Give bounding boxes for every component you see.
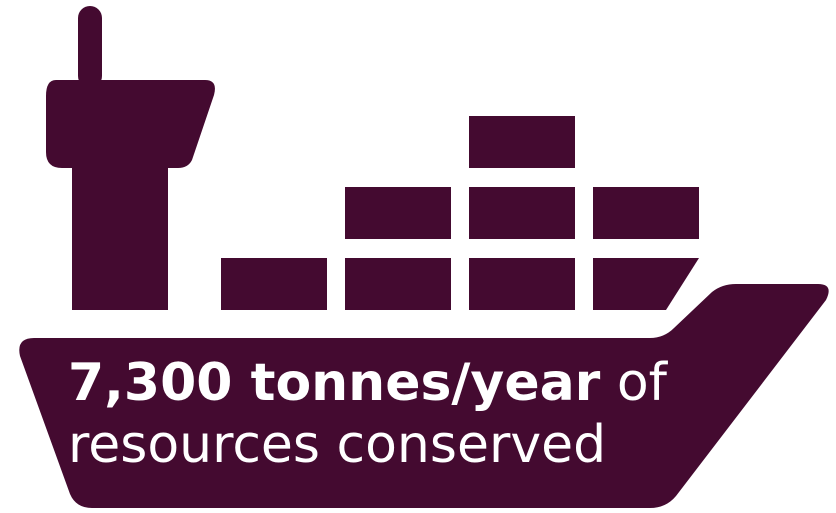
stat-highlight: 7,300 tonnes/year (68, 353, 601, 413)
caption-line-1: 7,300 tonnes/year of (68, 352, 768, 414)
container (469, 258, 575, 310)
container (345, 258, 451, 310)
container (469, 116, 575, 168)
ship-hull (19, 284, 829, 508)
ship-mast (78, 6, 102, 88)
caption-line-2: resources conserved (68, 415, 607, 475)
container (593, 258, 699, 310)
stat-caption: 7,300 tonnes/year of resources conserved (68, 352, 768, 476)
container (469, 187, 575, 239)
caption-connector: of (600, 353, 667, 413)
container (221, 258, 327, 310)
ship-bridge (46, 80, 215, 168)
ship-tower (72, 160, 168, 310)
container (345, 187, 451, 239)
container (593, 187, 699, 239)
